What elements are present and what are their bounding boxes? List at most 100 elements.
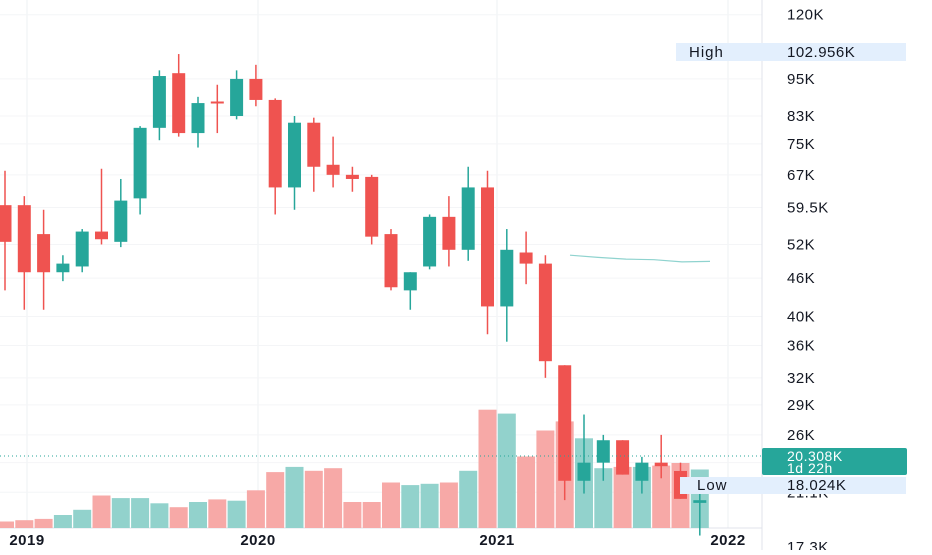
- volume-bar: [169, 507, 188, 528]
- volume-bar: [227, 500, 246, 528]
- price-tick-label: 36K: [787, 337, 815, 354]
- volume-bar: [285, 466, 304, 528]
- candle-body: [75, 231, 89, 267]
- volume-bar: [189, 502, 207, 528]
- volume-bar: [478, 409, 497, 528]
- volume-bar: [401, 485, 420, 528]
- volume-bars: [0, 409, 709, 528]
- volume-bar: [246, 490, 265, 528]
- candle-body: [423, 216, 437, 267]
- candle-body: [693, 500, 707, 503]
- candle-body: [307, 122, 321, 167]
- price-tick-label: 67K: [787, 167, 815, 184]
- price-tick-label: 17.3K: [787, 539, 829, 550]
- candle-body: [268, 99, 282, 188]
- candle-body: [635, 462, 649, 481]
- candle-body: [152, 76, 166, 128]
- price-tick-label: 75K: [787, 136, 815, 153]
- candle-body: [95, 231, 108, 240]
- candle-body: [442, 216, 456, 250]
- volume-bar: [15, 520, 34, 528]
- volume-bar: [652, 465, 671, 528]
- time-axis[interactable]: 2019 2020 2021 2022: [9, 532, 745, 549]
- volume-bar: [73, 509, 92, 528]
- volume-bar: [536, 430, 555, 528]
- overlay: [0, 254, 762, 457]
- candle-body: [500, 249, 514, 307]
- moving-average-line: [569, 254, 711, 263]
- volume-bar: [382, 482, 400, 528]
- candle-body: [37, 234, 51, 273]
- volume-bar: [632, 466, 651, 528]
- candle-body: [56, 263, 70, 273]
- candles: [0, 54, 707, 536]
- volume-bar: [324, 468, 343, 528]
- candle-body: [403, 272, 417, 291]
- candle-body: [249, 78, 263, 100]
- candle-body: [191, 103, 205, 134]
- price-tick-label: 26K: [787, 427, 815, 444]
- volume-bar: [131, 498, 150, 528]
- candle-body: [384, 234, 398, 288]
- volume-bar: [92, 495, 111, 528]
- volume-bar: [266, 472, 285, 528]
- candle-body: [365, 176, 379, 237]
- volume-bar: [150, 503, 169, 528]
- volume-bar: [497, 413, 516, 528]
- volume-bar: [304, 470, 323, 528]
- time-tick-label: 2022: [710, 532, 745, 549]
- candle-body: [114, 200, 128, 242]
- candle-body: [481, 187, 494, 307]
- volume-bar: [343, 502, 362, 528]
- volume-bar: [34, 518, 53, 528]
- candle-body: [519, 252, 533, 264]
- volume-bar: [208, 499, 227, 528]
- price-tick-label: 46K: [787, 270, 815, 287]
- volume-bar: [53, 515, 72, 528]
- volume-bar: [594, 468, 613, 528]
- candle-body: [616, 440, 630, 475]
- low-label-bg: [680, 477, 906, 494]
- volume-bar: [517, 456, 536, 528]
- candle-body: [577, 462, 591, 481]
- grid: [0, 0, 763, 550]
- time-tick-label: 2021: [479, 532, 514, 549]
- price-tick-label: 29K: [787, 397, 815, 414]
- candle-body: [288, 122, 301, 188]
- high-label-bg: [676, 43, 906, 61]
- volume-bar: [111, 498, 130, 528]
- candle-body: [345, 174, 359, 179]
- time-tick-label: 2020: [240, 532, 275, 549]
- candle-body: [17, 205, 31, 273]
- candle-body: [558, 365, 572, 481]
- candle-body: [0, 205, 12, 242]
- high-value: 102.956K: [787, 44, 855, 61]
- candle-body: [172, 73, 186, 134]
- price-tick-label: 120K: [787, 7, 824, 24]
- volume-bar: [420, 483, 439, 528]
- candle-body: [210, 101, 224, 104]
- candle-body: [596, 440, 610, 463]
- price-tick-label: 40K: [787, 309, 815, 326]
- volume-bar: [613, 466, 632, 528]
- high-label: High: [689, 44, 724, 61]
- last-price-value: 20.308K: [787, 448, 843, 464]
- low-value: 18.024K: [787, 477, 846, 494]
- time-tick-label: 2019: [9, 532, 44, 549]
- candle-body: [133, 127, 147, 199]
- low-label: Low: [697, 477, 728, 494]
- price-tick-label: 83K: [787, 108, 815, 125]
- price-tick-label: 95K: [787, 71, 815, 88]
- volume-bar: [439, 482, 458, 528]
- candle-body: [461, 187, 475, 250]
- candle-body: [654, 462, 668, 467]
- volume-bar: [362, 502, 381, 528]
- candle-body: [230, 78, 244, 117]
- countdown-value: 1d 22h: [787, 460, 833, 476]
- price-tick-label: 32K: [787, 370, 815, 387]
- price-tick-label: 52K: [787, 236, 815, 253]
- price-tick-label: 59.5K: [787, 199, 829, 216]
